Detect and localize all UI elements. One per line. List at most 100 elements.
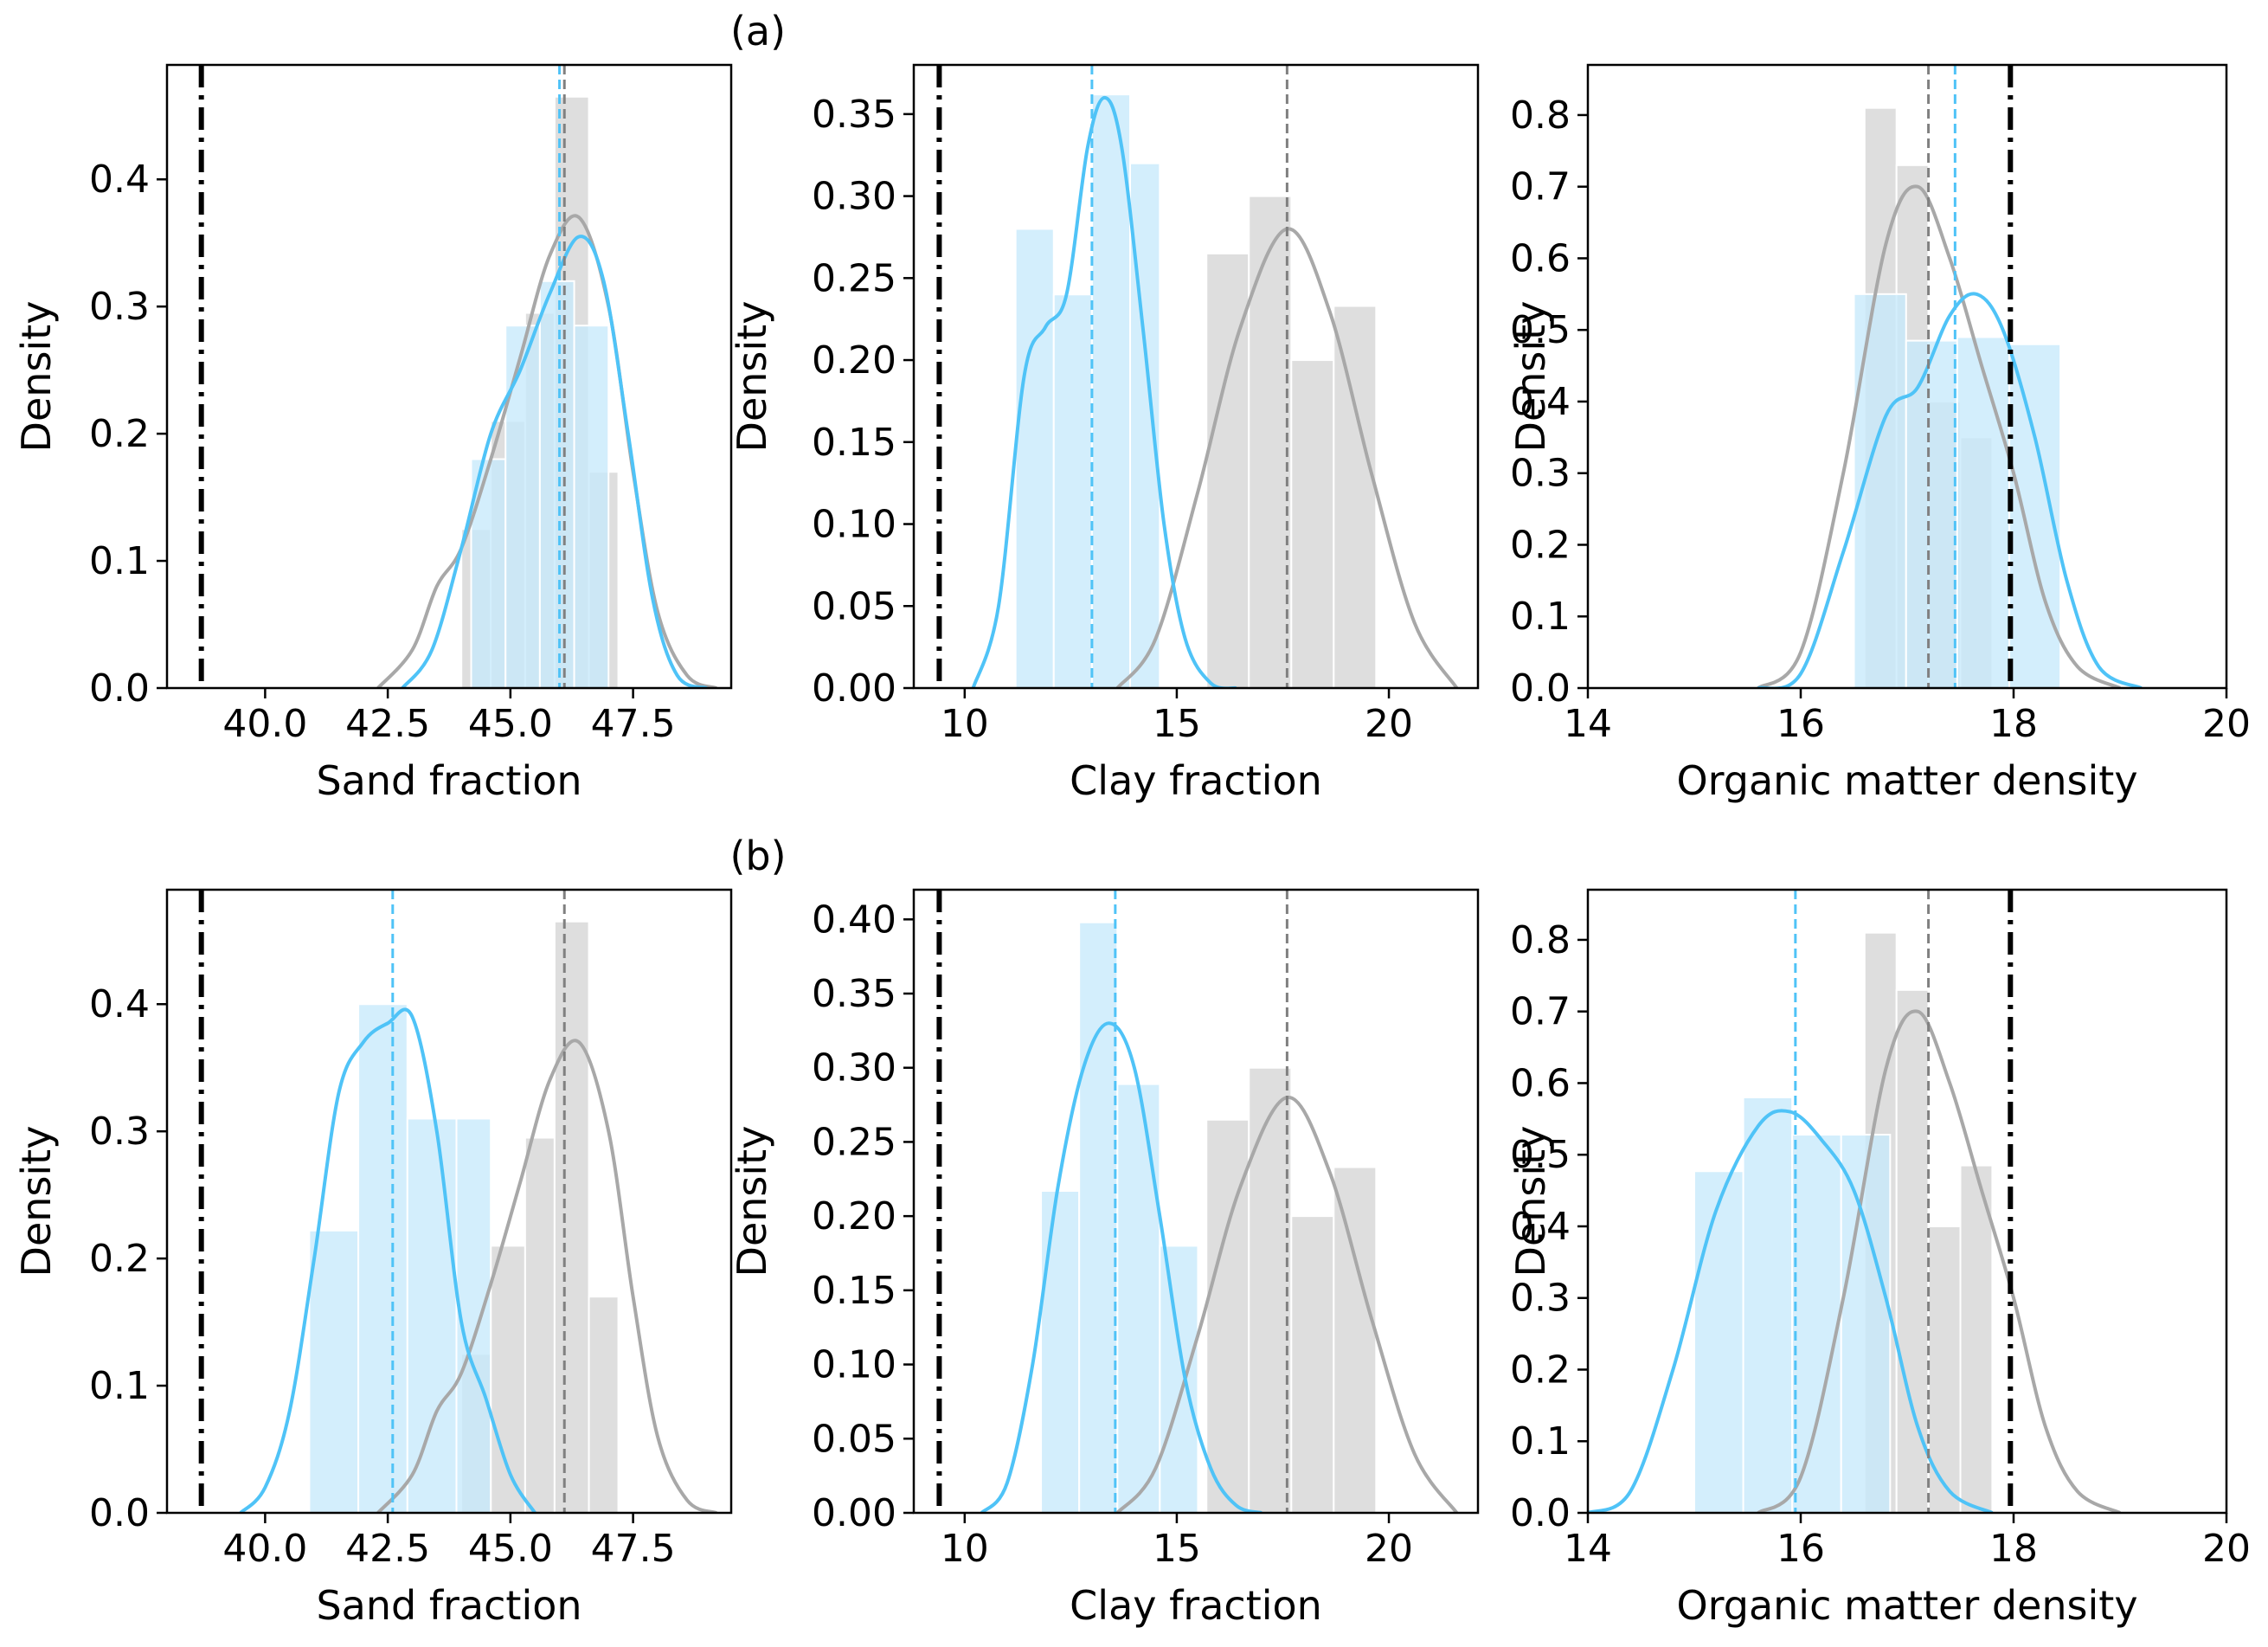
sim-kde-line [971,95,1237,688]
x-tick-label: 18 [1989,702,2038,746]
sim-hist-bar [308,1229,360,1513]
sim-hist-bar [1078,921,1119,1513]
x-tick-label: 10 [941,702,989,746]
x-axis-label: Organic matter density [1676,1582,2137,1629]
sim-hist-bar [470,458,507,688]
y-tick-label: 0.1 [89,1364,150,1408]
sim-kde-line [239,1007,536,1513]
obs-hist-bar [1333,305,1378,688]
y-tick-label: 0.3 [1510,452,1571,496]
x-tick-label: 15 [1153,702,1201,746]
sim-hist-bar [1840,1134,1892,1513]
y-tick-label: 0.35 [812,93,896,137]
subplots: 40.0 42.5 45.0 47.5 0.0 0.1 0.2 0.3 0.4 Sand frac… [13,63,2251,1629]
x-tick-label: 40.0 [222,702,307,746]
y-axis-label: Density [1507,301,1554,453]
sim-hist-bar [1693,1170,1744,1513]
y-tick-label: 0.4 [1510,1205,1571,1249]
axes-frame [165,63,733,690]
y-tick-label: 0.3 [89,1110,150,1154]
y-axis-label: Density [729,301,775,453]
y-tick-label: 0.10 [812,503,896,547]
y-tick-label: 0.00 [812,1491,896,1535]
plot-area [1757,65,2143,688]
y-tick-label: 0.20 [812,1194,896,1238]
axes-frame [1586,63,2228,690]
y-tick-label: 0.0 [1510,666,1571,711]
subplot-a-clay: 10 15 20 0.00 0.05 0.10 0.15 0.20 0.25 0.30 0.35 Cl… [729,63,1480,804]
obs-kde-line [1757,184,2121,688]
y-tick-label: 0.4 [89,158,150,202]
y-tick-label: 0.8 [1510,93,1571,138]
obs-hist-bar [588,1296,620,1513]
axes-frame [912,63,1480,690]
sim-hist-bar [1040,1190,1081,1513]
obs-hist-bar [1248,195,1293,688]
sim-kde-line [1757,292,2143,688]
x-tick-label: 42.5 [345,702,430,746]
obs-kde-line [1757,1009,2121,1513]
plot-area [1588,890,2121,1513]
y-tick-label: 0.40 [812,897,896,942]
y-tick-label: 0.1 [89,539,150,583]
obs-hist-bar [1290,1215,1335,1513]
y-tick-label: 0.2 [1510,1348,1571,1392]
sim-hist-bar [1116,1083,1161,1513]
x-axis-label: Clay fraction [1070,757,1322,804]
y-tick-label: 0.3 [1510,1277,1571,1321]
sim-hist-bar [1791,1134,1842,1513]
x-tick-label: 20 [1365,702,1413,746]
subplot-b-organic: 14 16 18 20 0.0 0.1 0.2 0.3 0.4 0.5 0.6 0.7 0.8 Organ… [1507,888,2251,1629]
y-tick-label: 0.15 [812,421,896,465]
y-axis-label: Density [13,1126,60,1277]
obs-hist-bar [1959,1164,1994,1513]
subplot-a-organic: 14 16 18 20 0.0 0.1 0.2 0.3 0.4 0.5 0.6 0.7 0.8 Organ… [1507,63,2251,804]
y-tick-label: 0.7 [1510,990,1571,1034]
x-tick-label: 45.0 [468,1527,553,1571]
y-axis-label: Density [1507,1126,1554,1277]
panel-label-b: (b) [729,833,786,879]
y-tick-label: 0.4 [1510,380,1571,424]
x-tick-label: 20 [1365,1527,1413,1571]
y-tick-label: 0.35 [812,972,896,1016]
sim-hist-bar [357,1003,408,1513]
panel-label-a: (a) [730,8,786,55]
y-tick-label: 0.5 [1510,308,1571,352]
axes-frame [165,888,733,1515]
x-tick-label: 40.0 [222,1527,307,1571]
x-tick-label: 14 [1564,1527,1612,1571]
x-tick-label: 16 [1776,1527,1825,1571]
y-tick-label: 0.20 [812,338,896,383]
sim-hist-bar [573,325,610,688]
sim-hist-bar [1956,336,2011,688]
x-axis-label: Organic matter density [1676,757,2137,804]
sim-hist-bar [504,325,541,688]
x-tick-label: 47.5 [591,1527,676,1571]
y-tick-label: 0.10 [812,1343,896,1387]
obs-kde-line [376,214,717,688]
x-tick-label: 18 [1989,1527,2038,1571]
sim-hist-bar [538,280,575,688]
y-tick-label: 0.30 [812,1046,896,1090]
x-tick-label: 45.0 [468,702,553,746]
x-axis-label: Sand fraction [316,757,581,804]
obs-hist-bar [553,920,590,1513]
y-tick-label: 0.00 [812,666,896,711]
y-tick-label: 0.3 [89,285,150,329]
sim-kde-line [980,1021,1262,1513]
sim-hist-bar [455,1117,492,1513]
sim-hist-bar [406,1117,458,1513]
subplot-a-sand: 40.0 42.5 45.0 47.5 0.0 0.1 0.2 0.3 0.4 Sand frac… [13,63,733,804]
x-tick-label: 20 [2202,1527,2251,1571]
y-tick-label: 0.30 [812,175,896,219]
x-tick-label: 20 [2202,702,2251,746]
subplot-b-sand: 40.0 42.5 45.0 47.5 0.0 0.1 0.2 0.3 0.4 Sand frac… [13,888,733,1629]
x-tick-label: 10 [941,1527,989,1571]
obs-hist-bar [1248,1066,1293,1513]
y-tick-label: 0.15 [812,1269,896,1313]
y-tick-label: 0.7 [1510,165,1571,209]
obs-hist-bar [524,1136,556,1513]
obs-hist-bar [1895,988,1930,1513]
sim-hist-bar [1905,339,1958,688]
y-tick-label: 0.8 [1510,918,1571,962]
